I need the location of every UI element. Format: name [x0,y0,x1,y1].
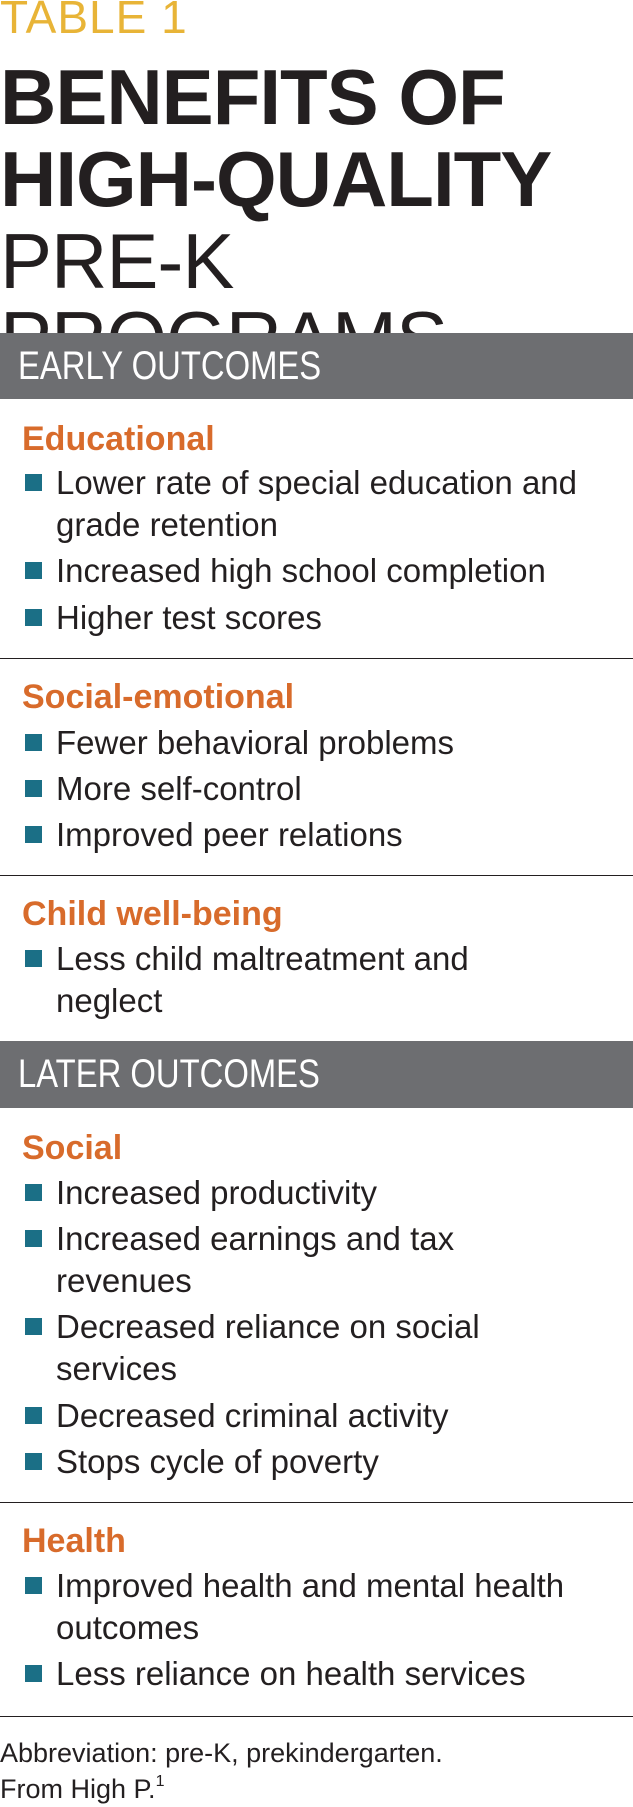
square-bullet-icon [25,950,42,967]
list-item: Fewer behavioral problems [25,722,625,764]
square-bullet-icon [25,1184,42,1201]
divider [0,1502,633,1503]
list-item: Improved health and mental health outcom… [25,1565,625,1649]
category-child-well-being: Child well-being [22,895,283,933]
source-text: From High P. [0,1774,156,1804]
list-item: Stops cycle of poverty [25,1441,625,1483]
square-bullet-icon [25,1318,42,1335]
category-health: Health [22,1522,126,1560]
section-header-early-outcomes: EARLY OUTCOMES [0,333,633,399]
list-item: Less child maltreatment and neglect [25,938,625,1022]
list-item: Higher test scores [25,597,625,639]
title-line-1: BENEFITS OF [0,53,506,141]
square-bullet-icon [25,1407,42,1424]
title-line-2: HIGH-QUALITY [0,135,552,223]
category-social: Social [22,1129,123,1167]
square-bullet-icon [25,1665,42,1682]
list-item: Lower rate of special education and grad… [25,462,625,546]
square-bullet-icon [25,734,42,751]
list-item: Increased earnings and tax revenues [25,1218,625,1302]
list-item: Increased high school completion [25,550,625,592]
square-bullet-icon [25,780,42,797]
square-bullet-icon [25,1230,42,1247]
divider [0,875,633,876]
square-bullet-icon [25,1577,42,1594]
reference-superscript: 1 [155,1773,165,1790]
list-item: Increased productivity [25,1172,625,1214]
square-bullet-icon [25,1453,42,1470]
square-bullet-icon [25,562,42,579]
list-item: Less reliance on health services [25,1653,625,1695]
divider [0,658,633,659]
category-educational: Educational [22,420,215,458]
list-item: More self-control [25,768,625,810]
square-bullet-icon [25,826,42,843]
category-social-emotional: Social-emotional [22,678,295,716]
section-header-later-outcomes: LATER OUTCOMES [0,1041,633,1108]
source-note: From High P.1 [0,1773,165,1804]
list-item: Decreased reliance on social services [25,1306,625,1390]
abbreviation-note: Abbreviation: pre-K, prekindergarten. [0,1738,443,1768]
square-bullet-icon [25,609,42,626]
square-bullet-icon [25,474,42,491]
divider [0,1716,633,1717]
table-label: TABLE 1 [0,0,188,43]
list-item: Decreased criminal activity [25,1395,625,1437]
list-item: Improved peer relations [25,814,625,856]
